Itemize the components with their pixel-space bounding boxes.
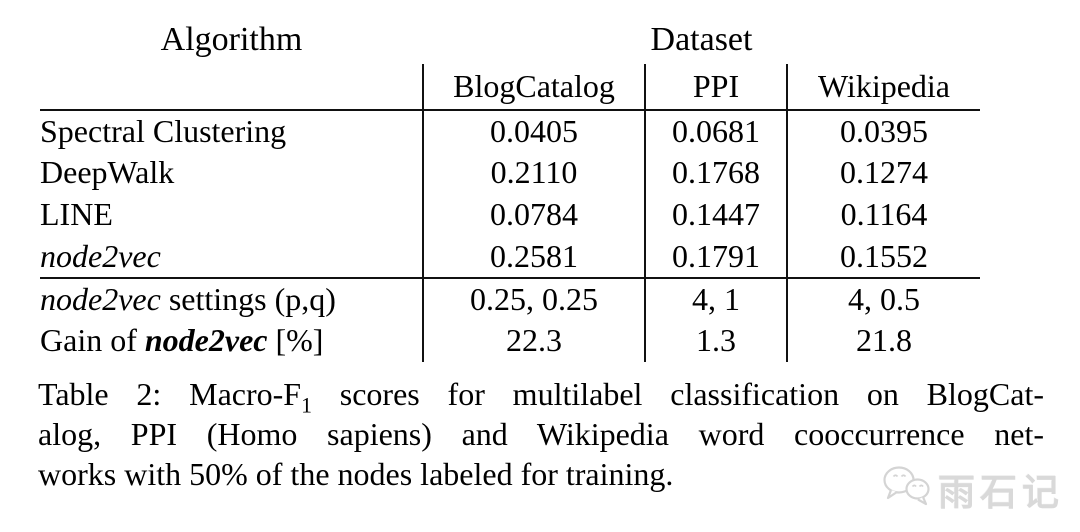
table-caption: Table 2: Macro-F1 scores for multilabel … <box>38 374 1044 494</box>
cell-value: 22.3 <box>422 320 645 362</box>
cell-value: 21.8 <box>786 320 980 362</box>
caption-line-1: Table 2: Macro-F1 scores for multilabel … <box>38 374 1045 418</box>
cell-value: 0.0395 <box>786 110 980 152</box>
cell-value: 0.1274 <box>786 152 980 194</box>
cell-value: 0.0681 <box>644 110 787 152</box>
row-label-node2vec: node2vec <box>40 280 161 317</box>
row-label: DeepWalk <box>40 154 175 191</box>
column-header-blogcatalog: BlogCatalog <box>422 64 645 111</box>
cell-value: 0.1768 <box>644 152 787 194</box>
table-header-row: Algorithm Dataset <box>40 16 980 64</box>
gain-label-prefix: Gain of <box>40 322 145 359</box>
row-label: node2vec settings (p,q) <box>40 278 423 320</box>
cell-value: 4, 1 <box>644 278 787 320</box>
gain-label-node2vec: node2vec <box>144 322 268 359</box>
table-row-deepwalk: DeepWalk 0.2110 0.1768 0.1274 <box>40 152 980 194</box>
algorithm-header: Algorithm <box>160 21 303 59</box>
caption-line-2: alog, PPI (Homo sapiens) and Wikipedia w… <box>38 416 1044 452</box>
table-row-line: LINE 0.0784 0.1447 0.1164 <box>40 194 980 236</box>
row-label-settings: settings (p,q) <box>160 280 336 317</box>
gain-label-suffix: [%] <box>267 322 324 359</box>
table-row-gain: Gain of node2vec [%] 22.3 1.3 21.8 <box>40 320 980 362</box>
cell-value: 0.1552 <box>786 236 980 279</box>
column-header-ppi: PPI <box>644 64 787 111</box>
cell-value: 0.1447 <box>644 194 787 236</box>
caption-line-3: works with 50% of the nodes labeled for … <box>38 456 674 492</box>
cell-value: 0.2581 <box>422 236 645 279</box>
row-label: node2vec <box>40 236 423 279</box>
column-names-row: BlogCatalog PPI Wikipedia <box>40 64 980 111</box>
cell-value: 0.1164 <box>786 194 980 236</box>
caption-text: scores for multilabel classification on … <box>311 376 1045 412</box>
row-label: LINE <box>40 196 113 233</box>
cell-value: 0.2110 <box>422 152 645 194</box>
caption-text: Table 2: Macro-F <box>38 376 302 412</box>
table-row-node2vec: node2vec 0.2581 0.1791 0.1552 <box>40 236 980 279</box>
results-table: Algorithm Dataset BlogCatalog PPI Wikipe… <box>40 16 980 362</box>
table-row-node2vec-settings: node2vec settings (p,q) 0.25, 0.25 4, 1 … <box>40 278 980 320</box>
cell-value: 0.25, 0.25 <box>422 278 645 320</box>
watermark-text: 雨石记 <box>938 473 1064 514</box>
watermark: 雨石记 <box>882 462 1064 516</box>
f1-subscript: 1 <box>301 393 312 418</box>
cell-value: 1.3 <box>644 320 787 362</box>
column-header-wikipedia: Wikipedia <box>786 64 980 111</box>
row-label: Spectral Clustering <box>40 112 287 149</box>
empty-corner-cell <box>40 64 423 111</box>
row-label: Gain of node2vec [%] <box>40 320 423 362</box>
wechat-chat-bubbles-icon <box>882 463 932 516</box>
cell-value: 0.1791 <box>644 236 787 279</box>
table-row-spectral-clustering: Spectral Clustering 0.0405 0.0681 0.0395 <box>40 110 980 152</box>
cell-value: 4, 0.5 <box>786 278 980 320</box>
cell-value: 0.0405 <box>422 110 645 152</box>
dataset-header: Dataset <box>650 21 753 59</box>
cell-value: 0.0784 <box>422 194 645 236</box>
